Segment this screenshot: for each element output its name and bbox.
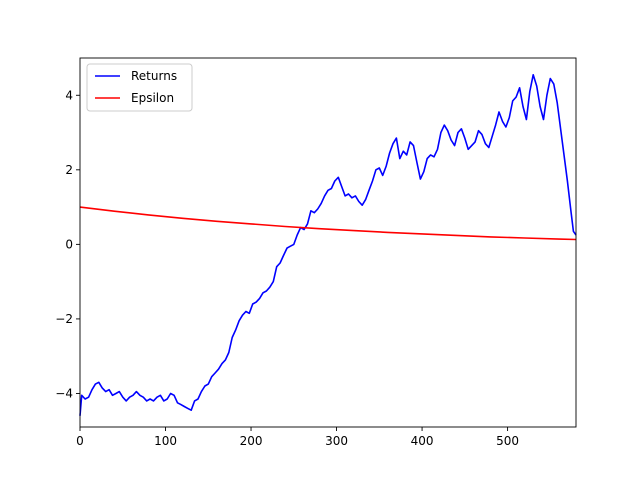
y-axis: −4 −2 0 2 4 (55, 88, 80, 400)
y-tick-label: 4 (65, 88, 73, 102)
y-tick-label: 0 (65, 237, 73, 251)
x-axis: 0 100 200 300 400 500 (76, 427, 519, 448)
x-tick-label: 400 (411, 434, 434, 448)
plot-frame (79, 57, 577, 428)
series-layer (79, 74, 577, 416)
x-tick-label: 0 (76, 434, 84, 448)
y-tick-label: 2 (65, 163, 73, 177)
y-tick-label: −2 (55, 312, 73, 326)
x-tick-label: 300 (325, 434, 348, 448)
x-tick-label: 200 (240, 434, 263, 448)
legend-label-returns: Returns (131, 69, 177, 83)
legend-label-epsilon: Epsilon (131, 91, 174, 105)
series-line-epsilon (79, 206, 577, 241)
x-tick-label: 100 (154, 434, 177, 448)
legend: Returns Epsilon (86, 63, 193, 112)
y-tick-label: −4 (55, 386, 73, 400)
x-tick-label: 500 (496, 434, 519, 448)
series-line-returns (79, 74, 577, 416)
